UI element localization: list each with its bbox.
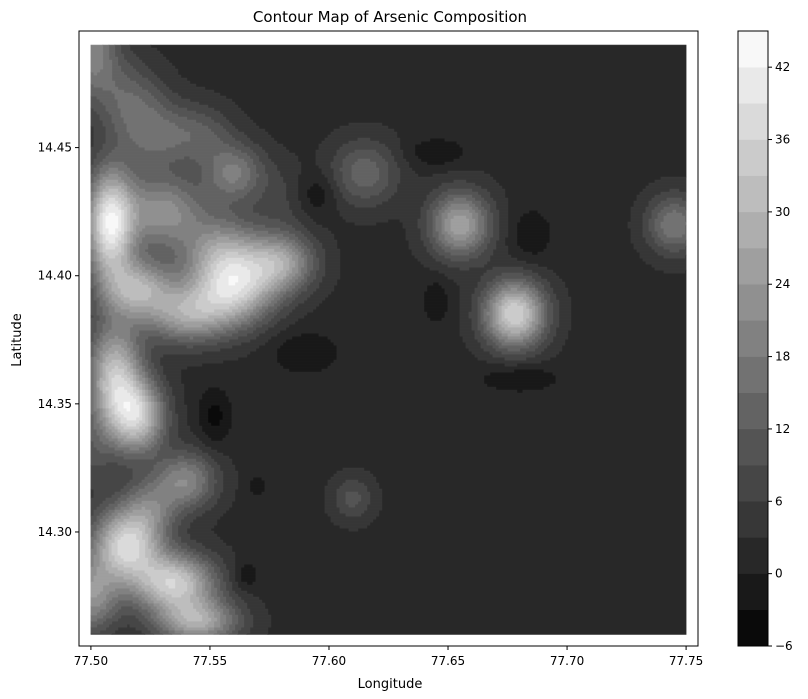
colorbar-band <box>737 66 769 104</box>
x-axis: 77.50 77.55 77.60 77.65 77.70 77.75 <box>74 646 703 668</box>
colorbar-tick-label: 6 <box>775 494 783 508</box>
plot-area <box>90 44 687 635</box>
contour-band <box>105 212 239 412</box>
colorbar-tick-label: 24 <box>775 277 790 291</box>
x-tick-label: 77.75 <box>669 654 703 668</box>
colorbar-band <box>737 283 769 321</box>
colorbar-band <box>737 501 769 538</box>
colorbar-band <box>737 139 769 176</box>
colorbar-band <box>737 211 769 249</box>
colorbar-tick-label: 0 <box>775 567 783 581</box>
y-tick-label: 14.30 <box>38 525 72 539</box>
colorbar-band <box>737 103 769 140</box>
colorbar-tick-label: 30 <box>775 205 790 219</box>
colorbar-band <box>737 320 769 357</box>
x-tick-label: 77.70 <box>550 654 584 668</box>
colorbar-band <box>737 609 769 647</box>
colorbar: −6 0 6 12 18 24 30 36 42 <box>737 30 793 653</box>
colorbar-band <box>737 428 769 466</box>
axes-frame <box>78 30 699 647</box>
y-tick-label: 14.45 <box>38 141 72 155</box>
colorbar-band <box>737 464 769 502</box>
colorbar-band <box>737 392 769 430</box>
x-tick-label: 77.60 <box>312 654 346 668</box>
y-axis: 14.30 14.35 14.40 14.45 <box>38 141 79 539</box>
y-tick-label: 14.35 <box>38 397 72 411</box>
y-axis-label: Latitude <box>10 313 25 367</box>
colorbar-tick-label: 12 <box>775 422 790 436</box>
x-tick-label: 77.65 <box>431 654 465 668</box>
chart-title: Contour Map of Arsenic Composition <box>253 8 527 26</box>
colorbar-tick-label: 36 <box>775 133 790 147</box>
colorbar-band <box>737 356 769 394</box>
contour-band <box>150 44 687 635</box>
x-tick-label: 77.55 <box>193 654 227 668</box>
colorbar-tick-label: −6 <box>775 639 793 653</box>
colorbar-band <box>737 30 769 68</box>
x-tick-label: 77.50 <box>74 654 108 668</box>
colorbar-band <box>737 537 769 574</box>
colorbar-tick-label: 42 <box>775 60 790 74</box>
colorbar-band <box>737 573 769 611</box>
colorbar-tick-label: 18 <box>775 350 790 364</box>
colorbar-band <box>737 175 769 213</box>
x-axis-label: Longitude <box>358 677 423 692</box>
y-tick-label: 14.40 <box>38 269 72 283</box>
colorbar-frame <box>737 30 769 647</box>
colorbar-band <box>737 247 769 285</box>
